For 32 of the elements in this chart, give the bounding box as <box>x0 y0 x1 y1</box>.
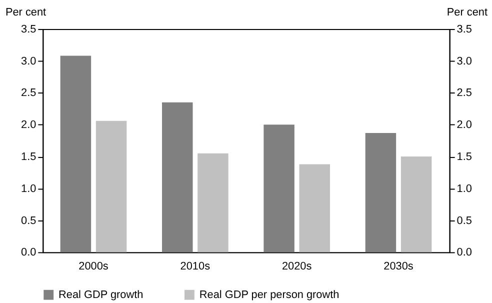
y-tick-label: 0.5 <box>21 214 36 227</box>
bar <box>96 120 127 252</box>
y-tick-label: 3.5 <box>21 23 36 36</box>
y2-tick-label: 2.0 <box>456 119 472 132</box>
y-tick-label: 0.0 <box>21 246 36 259</box>
y-tick-label: 2.5 <box>21 87 36 100</box>
bar <box>60 56 92 252</box>
bar <box>264 124 294 252</box>
y2-tick-label: 3.5 <box>456 23 472 36</box>
y-tick-label: 2.0 <box>21 119 36 132</box>
x-tick-label: 2030s <box>384 260 414 273</box>
y2-axis-title: Per cent <box>446 6 488 19</box>
y2-tick-label: 1.0 <box>456 182 472 195</box>
legend-label: Real GDP per person growth <box>199 288 340 301</box>
bar <box>299 164 330 252</box>
x-tick-label: 2010s <box>180 260 211 273</box>
bar <box>198 153 228 252</box>
bar <box>162 102 193 252</box>
y-tick-label: 1.5 <box>21 151 36 164</box>
y-axis-title: Per cent <box>5 6 46 19</box>
legend-label: Real GDP growth <box>58 288 144 301</box>
y-tick-label: 1.0 <box>21 182 36 195</box>
y-tick-label: 3.0 <box>21 55 36 68</box>
y2-tick-label: 1.5 <box>456 151 472 164</box>
y2-tick-label: 0.0 <box>456 246 472 259</box>
x-tick-label: 2020s <box>282 260 312 273</box>
y2-tick-label: 2.5 <box>456 87 472 100</box>
y2-tick-label: 3.0 <box>456 55 472 68</box>
x-tick-label: 2000s <box>78 260 109 273</box>
bar <box>400 156 432 252</box>
bar <box>365 132 396 252</box>
y2-tick-label: 0.5 <box>456 214 472 227</box>
